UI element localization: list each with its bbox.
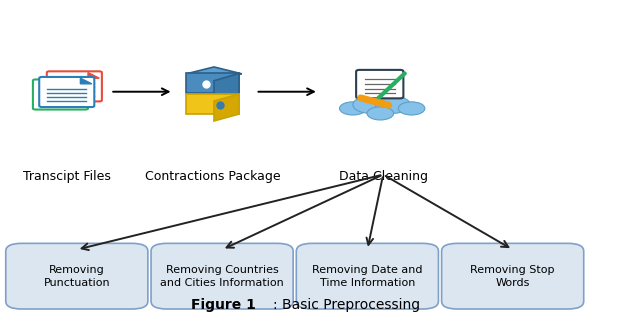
Circle shape (353, 96, 388, 113)
FancyBboxPatch shape (6, 243, 148, 309)
Polygon shape (214, 74, 239, 100)
FancyBboxPatch shape (356, 70, 403, 98)
FancyBboxPatch shape (186, 74, 239, 93)
Polygon shape (186, 67, 242, 81)
Circle shape (376, 96, 410, 113)
FancyBboxPatch shape (296, 243, 438, 309)
Circle shape (339, 102, 366, 115)
Text: Transcipt Files: Transcipt Files (24, 170, 111, 183)
Text: Contractions Package: Contractions Package (145, 170, 280, 183)
Text: Figure 1: Figure 1 (191, 298, 256, 312)
Polygon shape (88, 73, 99, 78)
Polygon shape (214, 94, 239, 121)
Text: Removing Date and
Time Information: Removing Date and Time Information (312, 265, 422, 288)
FancyBboxPatch shape (47, 71, 102, 101)
Circle shape (367, 107, 394, 120)
Text: Removing
Punctuation: Removing Punctuation (44, 265, 110, 288)
Text: Removing Stop
Words: Removing Stop Words (470, 265, 555, 288)
FancyBboxPatch shape (186, 94, 239, 114)
Text: Removing Countries
and Cities Information: Removing Countries and Cities Informatio… (160, 265, 284, 288)
Text: : Basic Preprocessing: : Basic Preprocessing (273, 298, 420, 312)
FancyBboxPatch shape (151, 243, 293, 309)
Circle shape (398, 102, 425, 115)
FancyBboxPatch shape (442, 243, 584, 309)
FancyBboxPatch shape (33, 80, 88, 109)
Polygon shape (74, 81, 86, 86)
FancyBboxPatch shape (39, 77, 94, 107)
Text: Data Cleaning: Data Cleaning (339, 170, 428, 183)
Polygon shape (81, 78, 92, 84)
